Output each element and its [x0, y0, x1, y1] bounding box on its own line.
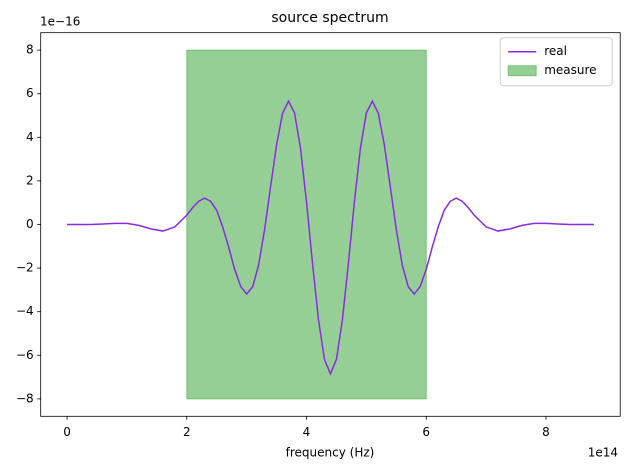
x-tick-label: 0	[63, 425, 71, 439]
x-axis-label: frequency (Hz)	[286, 446, 375, 460]
x-tick-label: 6	[422, 425, 430, 439]
y-tick-label: 8	[26, 43, 34, 57]
y-tick-label: −6	[16, 348, 34, 362]
y-tick-label: −2	[16, 261, 34, 275]
x-tick-label: 8	[542, 425, 550, 439]
data-line	[67, 99, 594, 376]
legend-swatch	[507, 65, 537, 77]
legend-label: real	[544, 44, 567, 58]
y-tick-label: 0	[26, 217, 34, 231]
span	[186, 49, 427, 400]
y-tick-label: 6	[26, 86, 34, 100]
y-tick-label: −4	[16, 304, 34, 318]
x-tick-label: 4	[303, 425, 311, 439]
legend-label: measure	[544, 63, 596, 77]
x-tick-label: 2	[183, 425, 191, 439]
y-tick-label: 4	[26, 130, 34, 144]
y-tick-label: −8	[16, 391, 34, 405]
y-offset-label: 1e−16	[40, 15, 80, 29]
y-tick-label: 2	[26, 173, 34, 187]
chart-title: source spectrum	[271, 10, 388, 26]
x-offset-label: 1e14	[588, 446, 618, 460]
